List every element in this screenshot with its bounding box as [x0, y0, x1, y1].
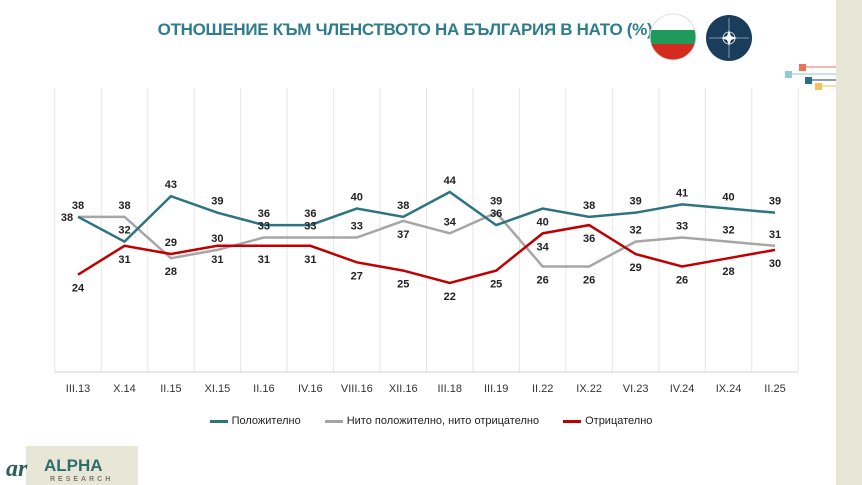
- logo-background: [26, 446, 138, 485]
- data-label: 36: [304, 208, 316, 220]
- data-label: 29: [165, 237, 177, 249]
- data-label: 32: [118, 225, 130, 237]
- legend-label: Положително: [231, 415, 301, 427]
- data-label: 38: [118, 200, 130, 212]
- data-label: 32: [629, 225, 641, 237]
- data-label: 31: [258, 254, 270, 266]
- data-label: 37: [397, 229, 409, 241]
- bulgaria-flag-icon: [649, 13, 697, 61]
- data-label: 33: [304, 220, 316, 232]
- svg-text:ɑr: ɑr: [6, 456, 28, 482]
- legend-item: Положително: [209, 415, 301, 427]
- data-label: 32: [722, 225, 734, 237]
- data-label: 26: [676, 274, 688, 286]
- legend-item: Нито положително, нито отрицателно: [324, 415, 540, 427]
- x-tick-label: IX.22: [576, 383, 602, 395]
- data-label: 31: [118, 254, 130, 266]
- x-tick-label: II.25: [764, 383, 785, 395]
- x-tick-label: VIII.16: [341, 383, 373, 395]
- data-label: 36: [490, 208, 502, 220]
- legend-label: Нито положително, нито отрицателно: [346, 415, 540, 427]
- svg-text:RESEARCH: RESEARCH: [50, 476, 113, 483]
- svg-text:ALPHA: ALPHA: [44, 456, 103, 475]
- chart-title: ОТНОШЕНИЕ КЪМ ЧЛЕНСТВОТО НА БЪЛГАРИЯ В Н…: [157, 20, 653, 39]
- legend-label: Отрицателно: [585, 415, 653, 427]
- data-label: 34: [537, 241, 550, 253]
- data-label: 40: [351, 192, 363, 204]
- alpha-research-logo: ɑr ALPHA RESEARCH: [6, 456, 113, 483]
- x-tick-label: VI.23: [623, 383, 649, 395]
- data-label: 38: [583, 200, 595, 212]
- legend-swatch: [209, 419, 228, 423]
- x-tick-label: II.16: [253, 383, 274, 395]
- nato-emblem-icon: [706, 15, 752, 61]
- data-label: 25: [397, 279, 409, 291]
- x-tick-label: III.18: [437, 383, 461, 395]
- x-tick-label: II.15: [160, 383, 181, 395]
- legend-swatch: [563, 419, 582, 423]
- data-label: 43: [165, 179, 177, 191]
- data-label: 40: [537, 217, 549, 229]
- data-label: 26: [583, 274, 595, 286]
- data-label: 38: [61, 212, 73, 224]
- data-label: 30: [769, 258, 781, 270]
- data-label: 27: [351, 270, 363, 282]
- data-label: 33: [351, 220, 363, 232]
- data-label: 33: [258, 220, 270, 232]
- data-label: 39: [769, 196, 781, 208]
- data-label: 28: [722, 266, 734, 278]
- x-tick-label: IV.16: [298, 383, 323, 395]
- data-label: 41: [676, 187, 688, 199]
- data-label: 33: [676, 220, 688, 232]
- data-label: 44: [444, 175, 457, 187]
- data-label: 39: [629, 196, 641, 208]
- data-label: 22: [444, 291, 456, 303]
- x-tick-label: III.13: [66, 383, 90, 395]
- decorative-lines: [785, 64, 836, 90]
- x-tick-label: III.19: [484, 383, 508, 395]
- x-tick-label: X.14: [113, 383, 136, 395]
- data-label: 39: [211, 196, 223, 208]
- data-label: 25: [490, 279, 502, 291]
- data-label: 31: [304, 254, 316, 266]
- series-line-0: [77, 190, 776, 244]
- chart-legend: Положително Нито положително, нито отрица…: [0, 415, 862, 427]
- legend-swatch: [324, 419, 343, 423]
- x-tick-label: XII.16: [389, 383, 418, 395]
- data-label: 28: [165, 266, 177, 278]
- data-label: 31: [211, 254, 223, 266]
- series-line-2: [77, 223, 776, 285]
- data-label: 31: [769, 229, 781, 241]
- series-line-1: [78, 211, 776, 268]
- data-label: 29: [629, 262, 641, 274]
- data-label: 34: [444, 216, 457, 228]
- data-label: 30: [211, 233, 223, 245]
- data-label: 38: [72, 200, 84, 212]
- data-label: 36: [583, 233, 595, 245]
- data-label: 36: [258, 208, 270, 220]
- data-label: 40: [722, 192, 734, 204]
- data-label: 38: [397, 200, 409, 212]
- data-label: 26: [537, 274, 549, 286]
- data-label: 24: [72, 283, 85, 295]
- x-tick-label: IV.24: [670, 383, 695, 395]
- legend-item: Отрицателно: [563, 415, 652, 427]
- x-tick-label: XI.15: [205, 383, 231, 395]
- side-decoration-panel: [836, 0, 862, 485]
- x-tick-label: II.22: [532, 383, 553, 395]
- x-tick-label: IX.24: [716, 383, 742, 395]
- data-label: 39: [490, 196, 502, 208]
